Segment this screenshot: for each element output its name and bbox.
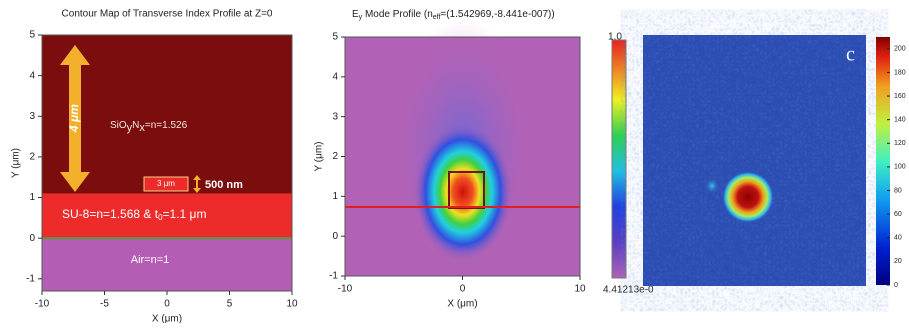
x-axis-label: X (μm)	[447, 299, 477, 310]
image-noise	[643, 35, 866, 286]
layer-label-part: =n=1.526	[145, 120, 188, 131]
colorbar-label: 4.41213e-0	[603, 285, 654, 296]
y-tick-label: 4	[29, 70, 35, 81]
field-mode	[413, 122, 513, 262]
colorbar-tick-label: 180	[894, 69, 906, 76]
x-tick-label: 10	[286, 299, 298, 310]
y-tick-label: 2	[332, 151, 338, 162]
chart-title: Ey Mode Profile (neff=(1.542969,-8.441e-…	[352, 9, 555, 21]
spot-dim	[704, 177, 720, 195]
chart-title-part: eff	[433, 14, 441, 21]
colorbar-tick-label: 100	[894, 164, 906, 171]
layer-label-part: SiO	[110, 120, 127, 131]
y-axis-label: Y (μm)	[11, 148, 22, 178]
annotation: 4 μm	[67, 104, 81, 133]
chart-title-part: =(1.542969,-8.441e-007))	[440, 9, 554, 20]
layer-label: Air=n=1	[131, 254, 170, 266]
y-tick-label: 1	[29, 192, 35, 203]
y-tick-label: 4	[332, 71, 338, 82]
y-tick-label: 0	[29, 233, 35, 244]
colorbar-label: 1.0	[608, 32, 622, 43]
colorbar-tick-label: 20	[894, 258, 902, 265]
chart-title: Contour Map of Transverse Index Profile …	[62, 9, 273, 20]
chart-title-part: Mode Profile (n	[362, 9, 433, 20]
colorbar-tick-label: 120	[894, 140, 906, 147]
layer-label-part: N	[132, 120, 139, 131]
colorbar-tick-label: 0	[894, 282, 898, 289]
annotation: 3 μm	[157, 179, 175, 188]
colorbar	[876, 37, 890, 285]
colorbar-tick-label: 200	[894, 46, 906, 53]
y-tick-label: 2	[29, 152, 35, 163]
colorbar-tick-label: 160	[894, 93, 906, 100]
layer-label-part: SU-8=n=1.568 & t	[62, 207, 159, 221]
y-tick-label: 3	[332, 111, 338, 122]
layer-label-part: =1.1 μm	[163, 207, 207, 221]
y-tick-label: -1	[26, 273, 35, 284]
panel-label: c	[846, 44, 855, 66]
x-tick-label: 0	[164, 299, 170, 310]
x-tick-label: 10	[574, 284, 586, 295]
x-tick-label: -10	[338, 284, 353, 295]
layer-label: SU-8=n=1.568 & t0=1.1 μm	[62, 207, 206, 222]
x-tick-label: 5	[227, 299, 233, 310]
y-tick-label: 5	[332, 32, 338, 43]
y-tick-label: 0	[332, 231, 338, 242]
x-tick-label: -5	[100, 299, 109, 310]
x-axis-label: X (μm)	[152, 314, 182, 323]
x-tick-label: -10	[35, 299, 50, 310]
colorbar-tick-label: 60	[894, 211, 902, 218]
y-tick-label: 1	[332, 191, 338, 202]
colorbar-tick-label: 80	[894, 187, 902, 194]
y-axis-label: Y (μm)	[314, 141, 325, 171]
y-tick-label: 3	[29, 111, 35, 122]
y-tick-label: 5	[29, 30, 35, 41]
x-tick-label: 0	[460, 284, 466, 295]
colorbar-tick-label: 40	[894, 235, 902, 242]
annotation: 500 nm	[205, 179, 243, 191]
figure: -10-50510-1012345X (μm)Y (μm)Contour Map…	[0, 0, 909, 323]
spot	[722, 171, 774, 223]
colorbar	[612, 40, 626, 278]
y-tick-label: -1	[329, 271, 338, 282]
colorbar-tick-label: 140	[894, 117, 906, 124]
